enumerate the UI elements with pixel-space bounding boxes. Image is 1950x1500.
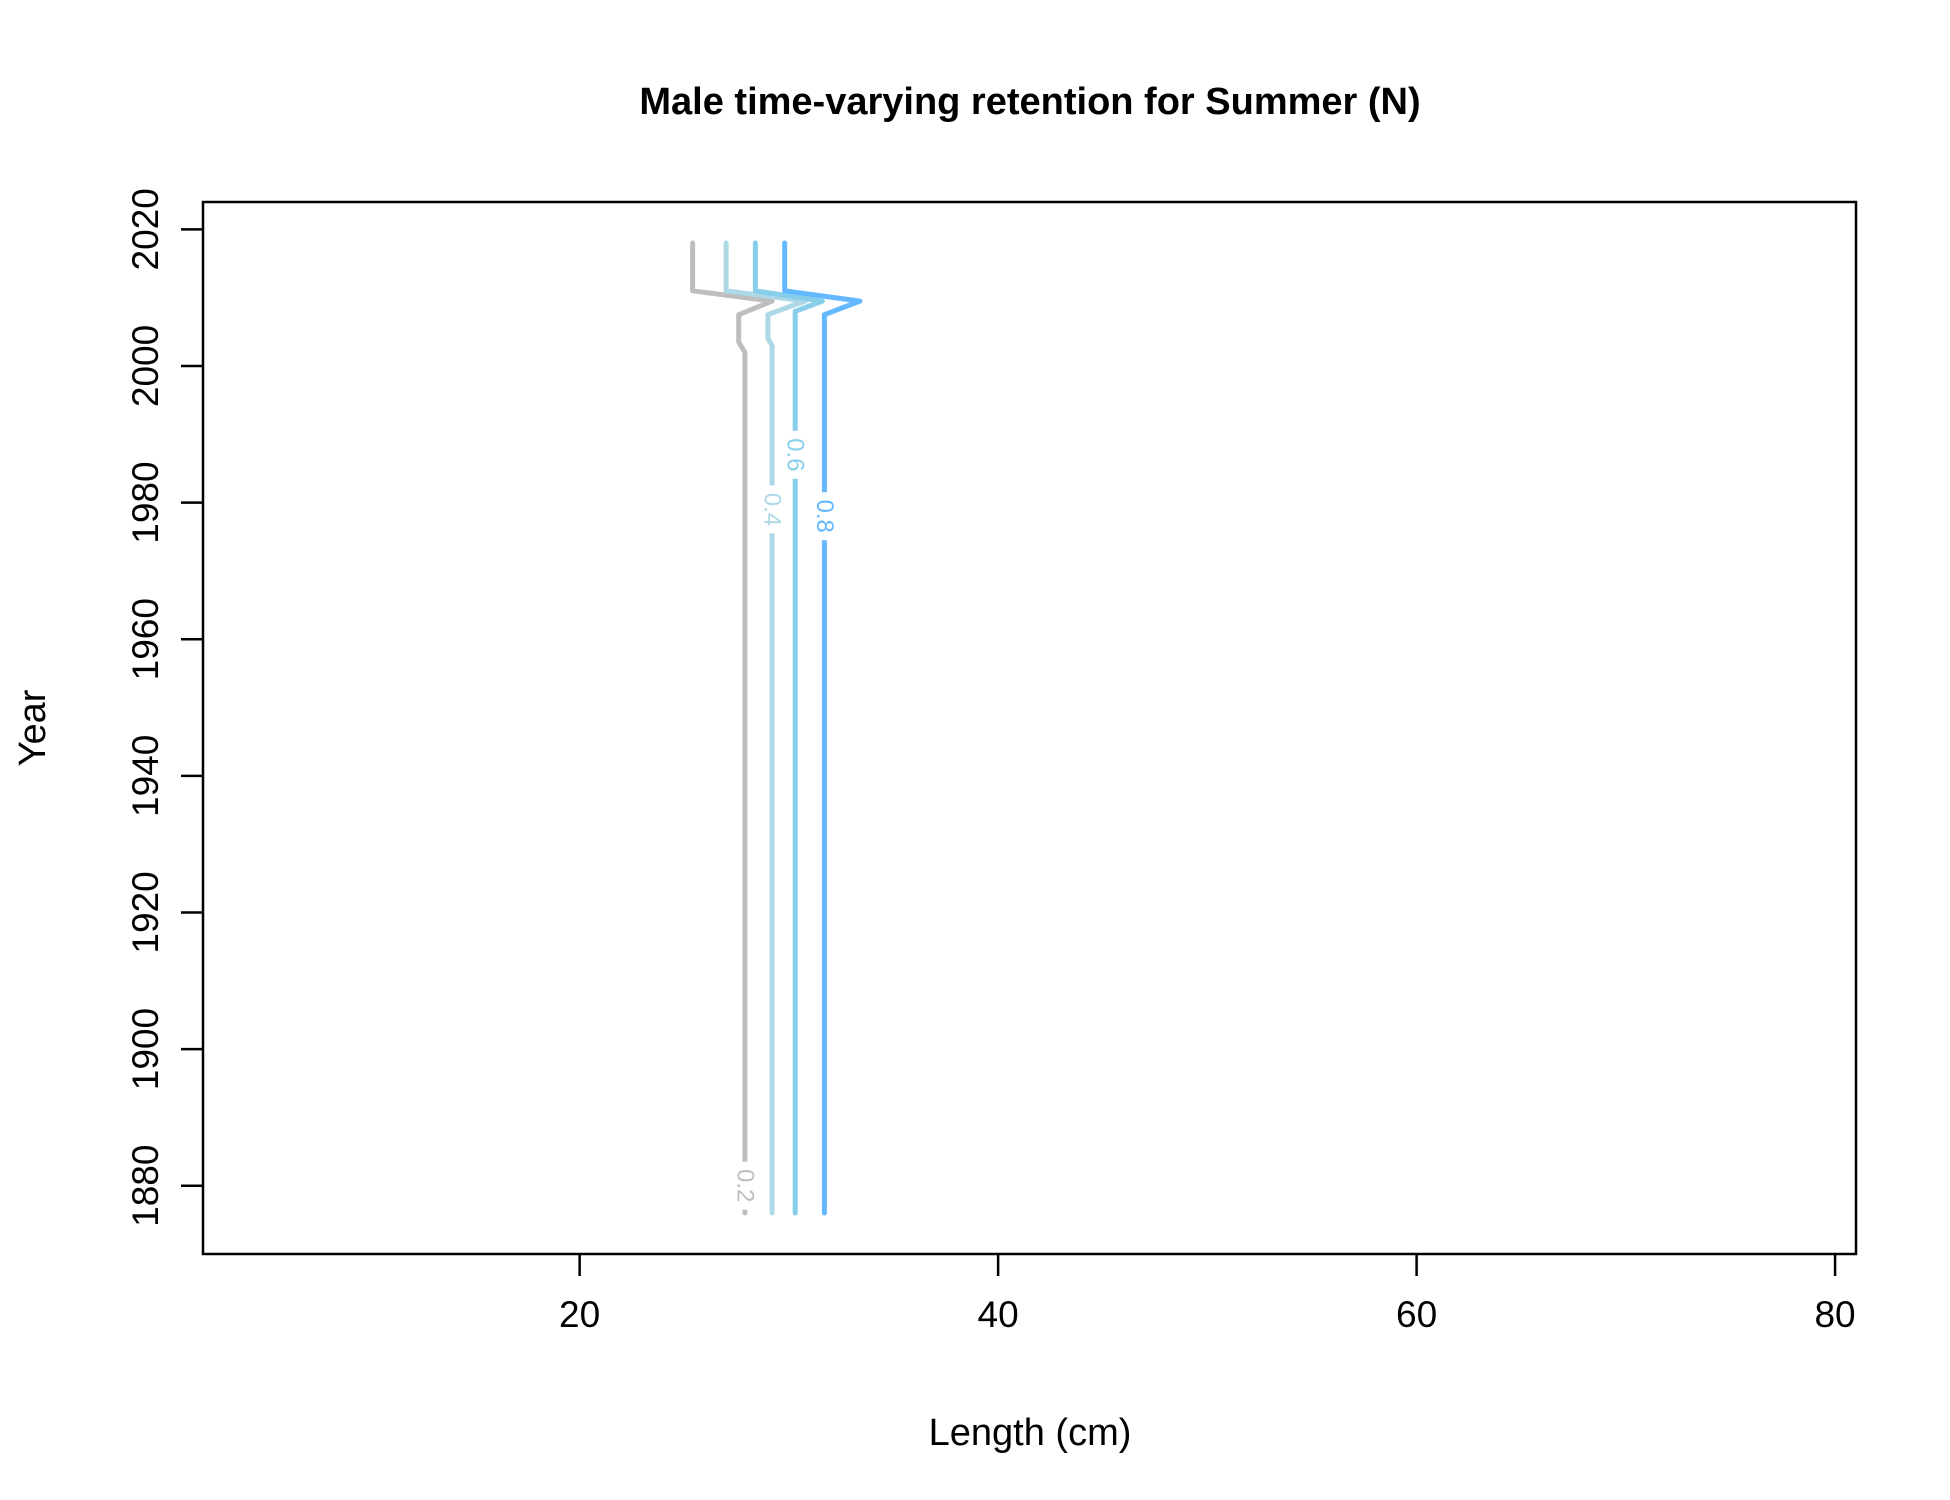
contour-line-0.6 [752,240,825,1216]
contour-label-gap [760,485,785,534]
x-axis-label: Length (cm) [929,1412,1132,1454]
contour-label-gap [783,430,808,479]
x-tick-label: 20 [559,1294,600,1335]
contour-line-0.2 [690,240,775,1216]
y-tick-label: 1960 [125,598,166,680]
contour-label-0.4: 0.4 [759,493,786,526]
y-axis-label: Year [12,689,54,766]
y-tick-label: 1920 [125,871,166,953]
plot-frame [201,200,1858,1256]
y-tick-label: 1880 [125,1145,166,1227]
contour-label-0.2: 0.2 [731,1169,758,1202]
contour-label-0.8: 0.8 [811,500,838,533]
contour-line-0.8 [782,240,863,1216]
plot-area: 0.2 0.4 0.6 0.8 [690,240,863,1216]
contour-label-gap [732,1161,757,1210]
contour-label-0.6: 0.6 [782,438,809,471]
y-tick-label: 1980 [125,461,166,543]
x-tick-label: 80 [1814,1294,1855,1335]
contour-label-gap [812,492,837,541]
contour-line-0.4 [723,240,809,1216]
y-tick-label: 1900 [125,1008,166,1090]
y-tick-label: 1940 [125,735,166,817]
axes: 20 40 60 80 1880 1900 1920 1940 1960 1980 2000 2020 [125,188,1858,1335]
chart-title: Male time-varying retention for Summer (… [639,81,1420,123]
y-tick-label: 2000 [125,325,166,407]
y-tick-label: 2020 [125,188,166,270]
x-tick-label: 40 [978,1294,1019,1335]
x-tick-label: 60 [1396,1294,1437,1335]
